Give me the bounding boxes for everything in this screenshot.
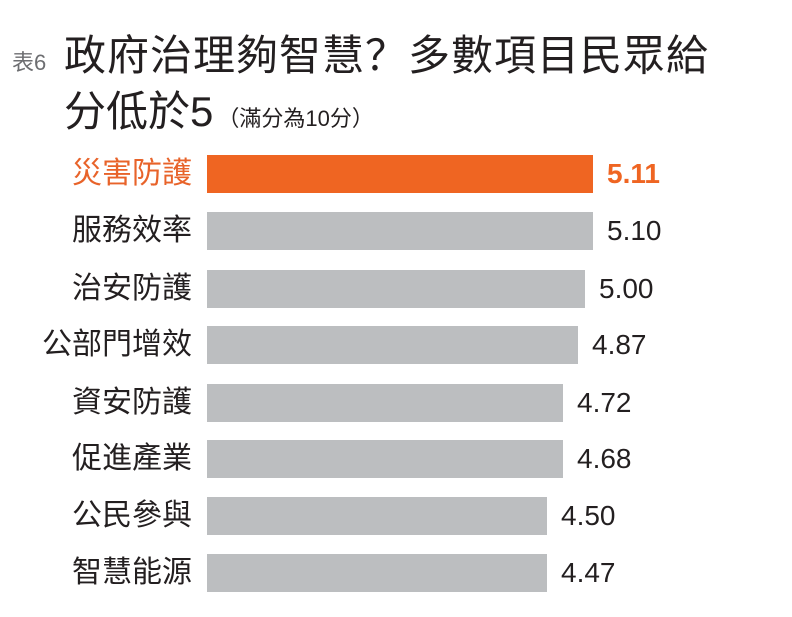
category-label: 資安防護 — [72, 386, 192, 419]
bar-row: 治安防護 5.00 — [0, 270, 792, 308]
bar-row: 災害防護 5.11 — [0, 155, 792, 193]
bar-row: 公部門增效 4.87 — [0, 326, 792, 364]
bar — [207, 155, 593, 193]
bar — [207, 270, 585, 308]
category-label: 公部門增效 — [42, 328, 192, 361]
chart-title-line2: 分低於5 （滿分為10分） — [64, 78, 374, 139]
chart-title-line1: 政府治理夠智慧？多數項目民眾給 — [64, 32, 710, 79]
bar — [207, 554, 547, 592]
value-label: 4.87 — [592, 329, 647, 360]
bar-row: 公民參與 4.50 — [0, 497, 792, 535]
value-label: 4.72 — [577, 387, 632, 418]
bar — [207, 440, 563, 478]
bar — [207, 497, 547, 535]
bar-row: 服務效率 5.10 — [0, 212, 792, 250]
value-label: 4.50 — [561, 500, 616, 531]
value-label: 5.00 — [599, 273, 654, 304]
category-label: 促進產業 — [72, 442, 192, 475]
bar-row: 促進產業 4.68 — [0, 440, 792, 478]
scale-note: （滿分為10分） — [217, 106, 374, 131]
category-label: 智慧能源 — [72, 556, 192, 589]
value-label: 4.47 — [561, 557, 616, 588]
value-label: 5.11 — [607, 158, 660, 189]
category-label: 治安防護 — [72, 272, 192, 305]
bar — [207, 326, 578, 364]
chart-title-line2-text: 分低於5 — [64, 88, 214, 135]
category-label: 災害防護 — [72, 157, 192, 190]
category-label: 服務效率 — [72, 214, 192, 247]
figure-tag: 表6 — [12, 50, 47, 75]
value-label: 4.68 — [577, 443, 632, 474]
bar-row: 資安防護 4.72 — [0, 384, 792, 422]
category-label: 公民參與 — [72, 499, 192, 532]
value-label: 5.10 — [607, 215, 662, 246]
bar — [207, 384, 563, 422]
bar — [207, 212, 593, 250]
bar-row: 智慧能源 4.47 — [0, 554, 792, 592]
